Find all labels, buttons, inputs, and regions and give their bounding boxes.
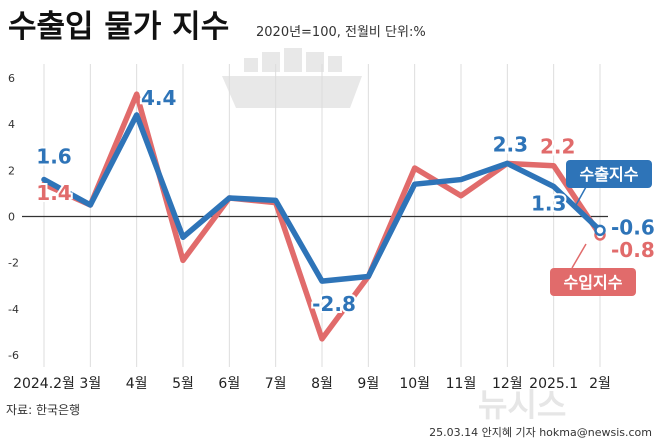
y-tick-label: -4 bbox=[8, 303, 19, 316]
cargo-ship-icon bbox=[222, 48, 362, 108]
data-label: 2.3 bbox=[493, 132, 528, 156]
chart-subtitle: 2020년=100, 전월비 단위:% bbox=[256, 25, 426, 40]
endpoint-marker bbox=[594, 224, 606, 237]
data-label: -0.8 bbox=[611, 238, 655, 262]
x-tick-label: 6월 bbox=[218, 376, 240, 392]
legend-leader-export bbox=[575, 186, 587, 206]
series-layer bbox=[41, 91, 606, 342]
data-label: -2.8 bbox=[312, 292, 356, 316]
y-tick-label: 0 bbox=[8, 211, 15, 224]
legend-label-import: 수입지수 bbox=[564, 273, 623, 292]
x-tick-label: 7월 bbox=[265, 376, 287, 392]
x-tick-label: 12월 bbox=[492, 376, 523, 392]
x-tick-label: 5월 bbox=[172, 376, 194, 392]
y-tick-label: 6 bbox=[8, 72, 15, 85]
data-label: 2.2 bbox=[540, 135, 575, 159]
credit-text: 25.03.14 안지혜 기자 hokma@newsis.com bbox=[429, 426, 652, 439]
x-tick-label: 2025.1 bbox=[529, 376, 578, 392]
x-tick-label: 2월 bbox=[589, 376, 611, 392]
source-text: 자료: 한국은행 bbox=[6, 402, 80, 417]
data-label: 1.4 bbox=[36, 181, 71, 205]
y-axis: 6 4 2 0 -2 -4 -6 bbox=[8, 72, 19, 362]
data-label: 4.4 bbox=[141, 86, 176, 110]
x-tick-label: 10월 bbox=[399, 376, 430, 392]
y-tick-label: -2 bbox=[8, 257, 19, 270]
watermark-logo: 뉴시스 bbox=[478, 386, 566, 424]
x-tick-label: 2024.2월 bbox=[13, 376, 75, 392]
legend-label-export: 수출지수 bbox=[580, 165, 639, 184]
series-line-export bbox=[41, 112, 603, 284]
grid bbox=[22, 64, 608, 367]
x-tick-label: 8월 bbox=[311, 376, 333, 392]
data-label: 1.6 bbox=[36, 145, 71, 169]
legend-box-export bbox=[566, 160, 652, 188]
x-tick-label: 11월 bbox=[446, 376, 477, 392]
legend-leader-import bbox=[571, 243, 587, 269]
y-tick-label: -6 bbox=[8, 349, 19, 362]
data-label: 1.3 bbox=[531, 191, 566, 215]
x-tick-label: 9월 bbox=[357, 376, 379, 392]
data-labels: 1.6 4.4 -2.8 2.3 1.3 -0.6 1.4 2.2 -0.8 bbox=[34, 84, 656, 318]
legend-box-import bbox=[550, 268, 636, 296]
y-tick-label: 2 bbox=[8, 164, 15, 177]
x-tick-label: 4월 bbox=[126, 376, 148, 392]
chart-title: 수출입 물가 지수 bbox=[8, 9, 229, 45]
y-tick-label: 4 bbox=[8, 118, 15, 131]
data-label: -0.6 bbox=[611, 215, 655, 239]
x-axis: 2024.2월 3월 4월 5월 6월 7월 8월 9월 10월 11월 12월 2025.1 2월 bbox=[13, 376, 611, 392]
x-tick-label: 3월 bbox=[79, 376, 101, 392]
